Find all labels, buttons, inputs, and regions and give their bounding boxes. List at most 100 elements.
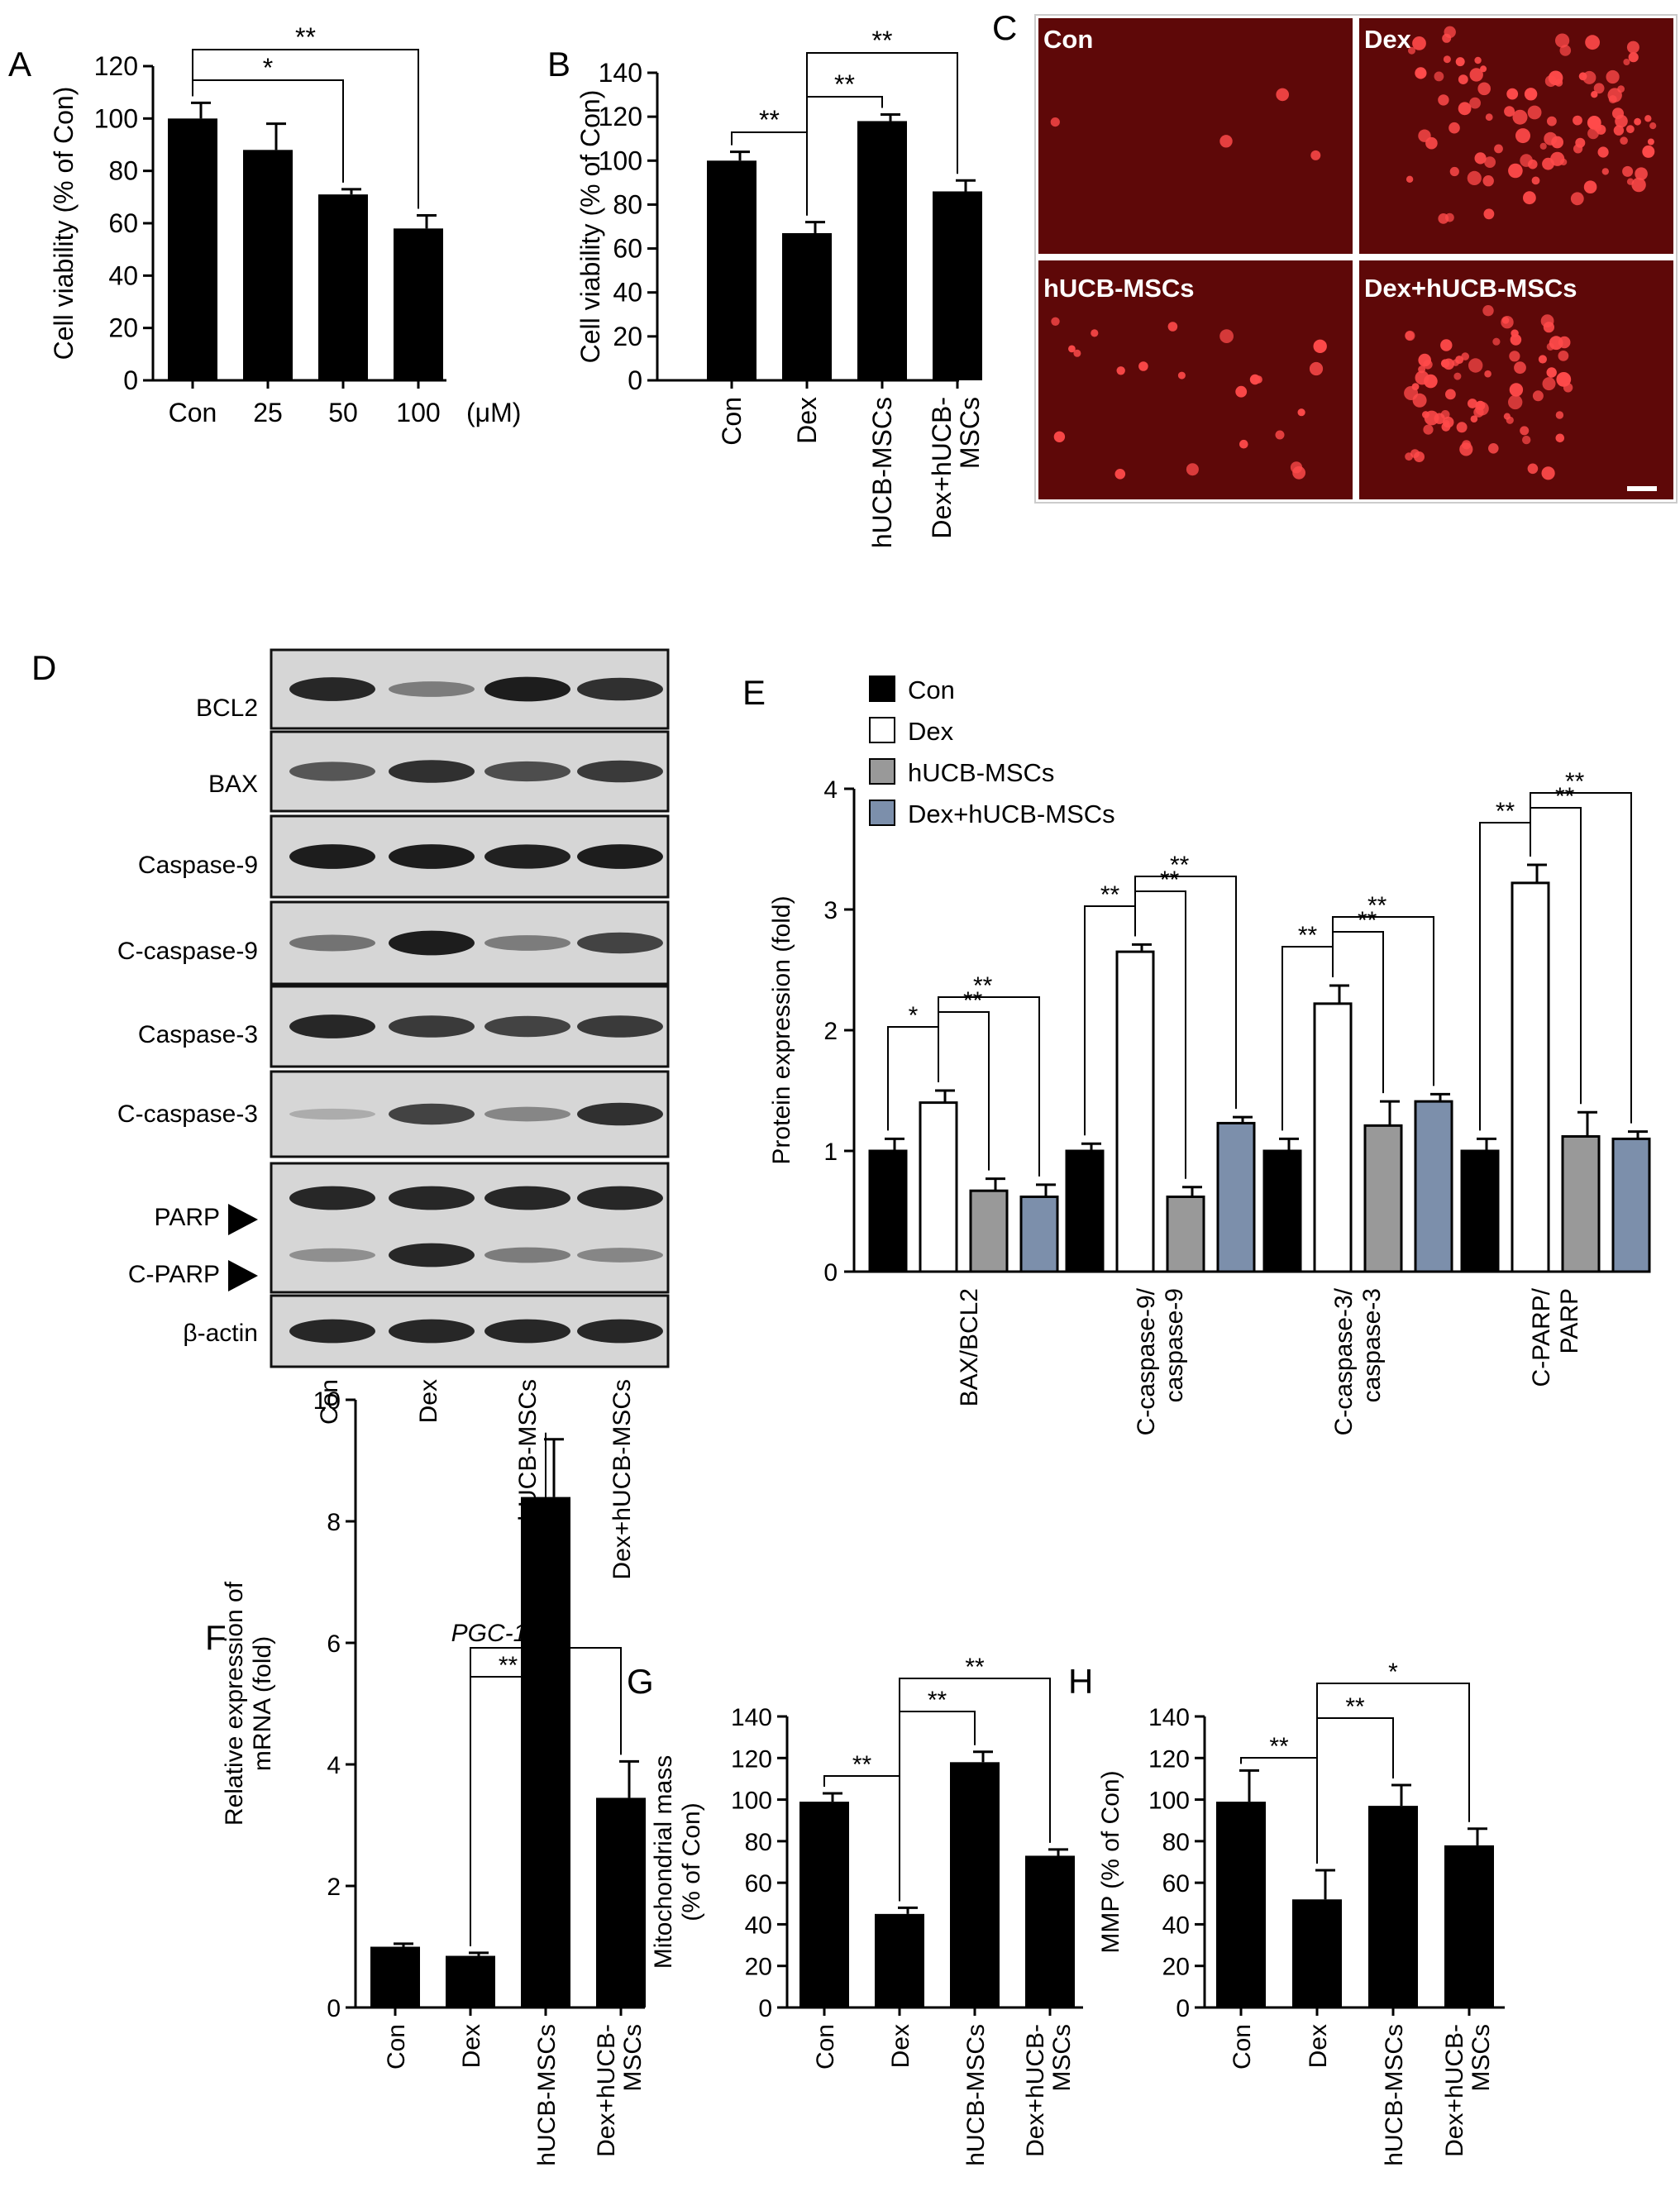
micrograph-cell — [1515, 128, 1530, 144]
panel-label-e: E — [742, 673, 766, 712]
panel-label-g: G — [627, 1662, 654, 1701]
significance-bracket — [938, 996, 1040, 1177]
panel-label-a: A — [8, 45, 31, 84]
bar — [1444, 1845, 1494, 2007]
legend-label-dex: Dex — [908, 717, 954, 746]
x-tick-label: 50 — [328, 398, 358, 427]
x-tick-label: 25 — [253, 398, 283, 427]
micrograph-cell — [1558, 351, 1569, 361]
x-tick-label: Dex+hUCB-MSCs — [1022, 2024, 1076, 2157]
chart-h: 0 20 40 60 80 100 120 140 Con Dex hUCB-MSCs Dex+hUC… — [1097, 1659, 1505, 2166]
micrograph-cell — [1167, 322, 1178, 332]
significance-label: ** — [963, 987, 983, 1014]
micrograph-cell — [1508, 163, 1523, 179]
micrograph-cell — [1482, 175, 1494, 187]
micrograph-cell — [1506, 416, 1514, 424]
x-tick-label: Dex+hUCB-MSCs — [1441, 2024, 1495, 2157]
bar — [1019, 1195, 1059, 1273]
y-tick-label: 0 — [327, 1995, 341, 2022]
bar — [1216, 1121, 1256, 1273]
micrograph-cell — [1508, 394, 1523, 410]
micrograph-cell — [1412, 36, 1426, 50]
micrograph-cell — [1445, 389, 1456, 400]
c-parp-arrow-icon — [228, 1260, 258, 1291]
x-tick-label: Dex+hUCB-MSCs — [927, 397, 985, 539]
y-tick-label: 2 — [823, 1018, 838, 1045]
blot-band — [577, 760, 663, 783]
micrograph-cell — [1520, 154, 1533, 167]
bar — [799, 1802, 849, 2007]
legend-label-hucb-mscs: hUCB-MSCs — [908, 758, 1054, 787]
micrograph-cell — [1410, 449, 1420, 458]
blot-band — [484, 935, 570, 951]
x-tick-label: Con — [812, 2024, 839, 2069]
bar — [168, 118, 217, 381]
significance-bracket — [806, 52, 958, 216]
micrograph-cell — [1509, 351, 1520, 362]
micrograph-cell — [1438, 94, 1449, 106]
micrograph-cell — [1239, 439, 1248, 449]
blot-band — [289, 844, 375, 869]
blot-label-caspase-9: Caspase-9 — [138, 852, 258, 879]
micrograph-cell — [1051, 317, 1060, 326]
micrograph-cell — [1483, 208, 1495, 220]
y-axis-label: Protein expression (fold) — [768, 895, 795, 1164]
blot-band — [577, 677, 663, 701]
micrograph-cell — [1532, 390, 1544, 402]
y-tick-label: 120 — [94, 51, 138, 81]
y-tick-label: 20 — [108, 313, 138, 343]
blot-band — [389, 1015, 475, 1038]
micrograph-cell — [1455, 57, 1465, 67]
micrograph-cell — [1542, 377, 1556, 391]
bar — [243, 150, 293, 381]
micrograph-cell — [1607, 88, 1622, 103]
micrograph-cell — [1494, 144, 1503, 154]
significance-label: ** — [1345, 1693, 1365, 1721]
blot-label-parp: PARP — [155, 1204, 220, 1231]
bar — [1611, 1137, 1651, 1273]
y-tick-label: 140 — [599, 58, 642, 88]
blot-band — [484, 844, 570, 869]
x-unit-label: (μM) — [466, 398, 521, 427]
blot-label-c-caspase-3: C-caspase-3 — [117, 1100, 258, 1128]
legend-swatch-dex-hucb-mscs — [869, 800, 895, 826]
legend-swatch-con — [869, 676, 895, 702]
bar — [782, 232, 832, 380]
blot-band — [389, 1243, 475, 1267]
micrograph-cell — [1626, 125, 1635, 134]
micrograph-cell — [1527, 105, 1542, 120]
blot-lane-label-dex: Dex — [415, 1379, 442, 1423]
micrograph-cell — [1635, 167, 1648, 180]
y-axis-label: Mitochondrial mass(% of Con) — [650, 1755, 705, 1969]
significance-label: ** — [1269, 1733, 1289, 1760]
micrograph-cell — [1613, 125, 1625, 136]
micrograph-cell — [1114, 469, 1126, 480]
y-tick-label: 60 — [108, 208, 138, 238]
legend-label-con: Con — [908, 676, 955, 704]
micrograph-cell — [1591, 91, 1598, 98]
micrograph-cell — [1540, 314, 1554, 328]
micrograph-cell — [1443, 420, 1450, 427]
significance-label: ** — [1367, 892, 1387, 919]
significance-label: * — [1388, 1659, 1398, 1686]
x-tick-label: hUCB-MSCs — [962, 2024, 990, 2166]
bar — [596, 1797, 646, 2007]
y-tick-label: 80 — [108, 156, 138, 186]
micrograph-cell — [1235, 385, 1248, 398]
y-tick-label: 8 — [327, 1509, 341, 1536]
micrograph-cell — [1482, 305, 1494, 317]
micrograph-cell — [1492, 337, 1501, 346]
micrograph-cell — [1415, 67, 1427, 79]
y-tick-label: 20 — [613, 322, 642, 351]
micrograph-cell — [1219, 329, 1234, 343]
micrograph-cell — [1544, 75, 1557, 88]
y-tick-label: 10 — [313, 1387, 341, 1415]
y-tick-label: 60 — [1162, 1870, 1190, 1898]
blot-lane-label-dex-hucb-mscs: Dex+hUCB-MSCs — [609, 1379, 636, 1580]
chart-title: PGC-1α — [451, 1620, 542, 1647]
micrograph-cell — [1485, 113, 1493, 122]
x-tick-label: hUCB-MSCs — [1381, 2024, 1408, 2166]
y-tick-label: 140 — [1148, 1704, 1190, 1731]
blot-band — [389, 1186, 475, 1210]
